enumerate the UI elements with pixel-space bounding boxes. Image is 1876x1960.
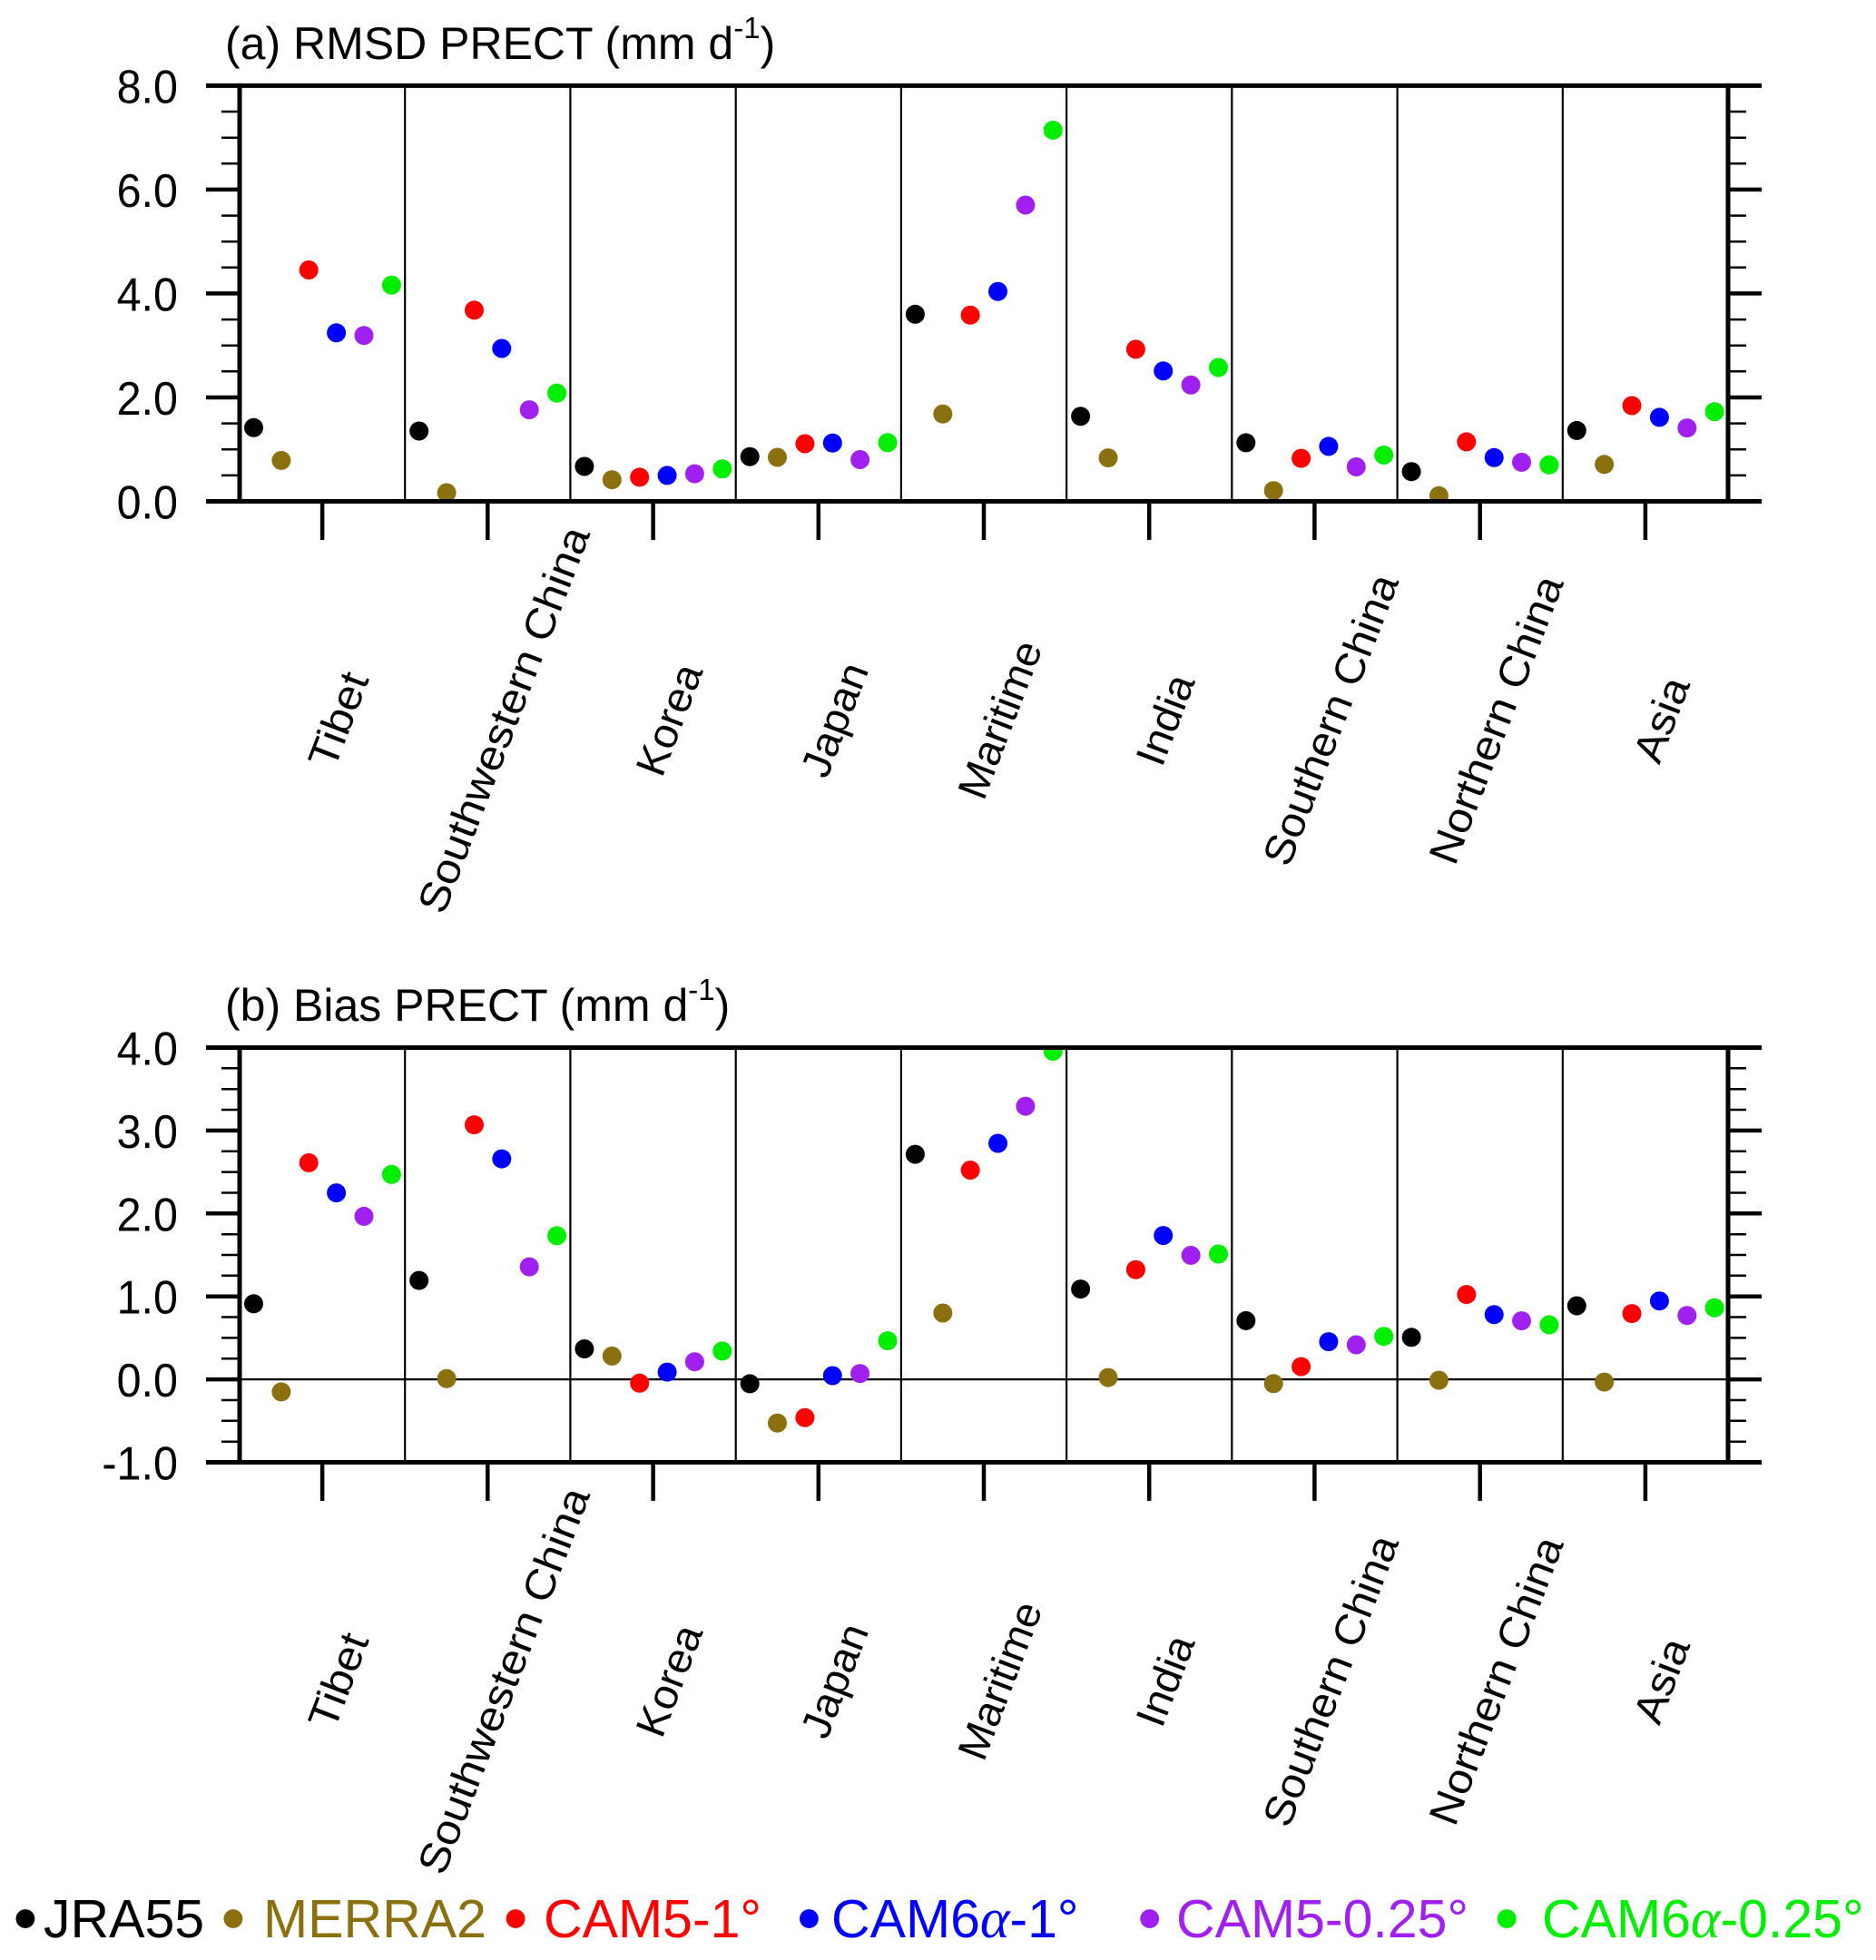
svg-text:-1.0: -1.0 [102, 1438, 178, 1491]
svg-text:2.0: 2.0 [117, 1189, 178, 1241]
svg-text:1.0: 1.0 [117, 1272, 178, 1325]
svg-text:CAM5-0.25°: CAM5-0.25° [1176, 1889, 1468, 1949]
svg-text:CAM6α-1°: CAM6α-1° [831, 1888, 1079, 1950]
svg-text:0.0: 0.0 [117, 477, 178, 530]
svg-text:CAM6α-0.25°: CAM6α-0.25° [1542, 1888, 1864, 1950]
svg-text:6.0: 6.0 [117, 165, 178, 218]
svg-text:0.0: 0.0 [117, 1355, 178, 1407]
svg-text:4.0: 4.0 [117, 1024, 178, 1076]
svg-text:CAM5-1°: CAM5-1° [544, 1889, 761, 1949]
svg-text:JRA55: JRA55 [44, 1889, 204, 1949]
svg-text:4.0: 4.0 [117, 269, 178, 321]
svg-text:8.0: 8.0 [117, 61, 178, 113]
svg-text:2.0: 2.0 [117, 373, 178, 426]
svg-text:(a) RMSD PRECT (mm d-1): (a) RMSD PRECT (mm d-1) [225, 11, 775, 69]
svg-text:MERRA2: MERRA2 [263, 1889, 486, 1949]
svg-text:3.0: 3.0 [117, 1106, 178, 1159]
svg-text:(b) Bias PRECT (mm d-1): (b) Bias PRECT (mm d-1) [225, 973, 730, 1031]
